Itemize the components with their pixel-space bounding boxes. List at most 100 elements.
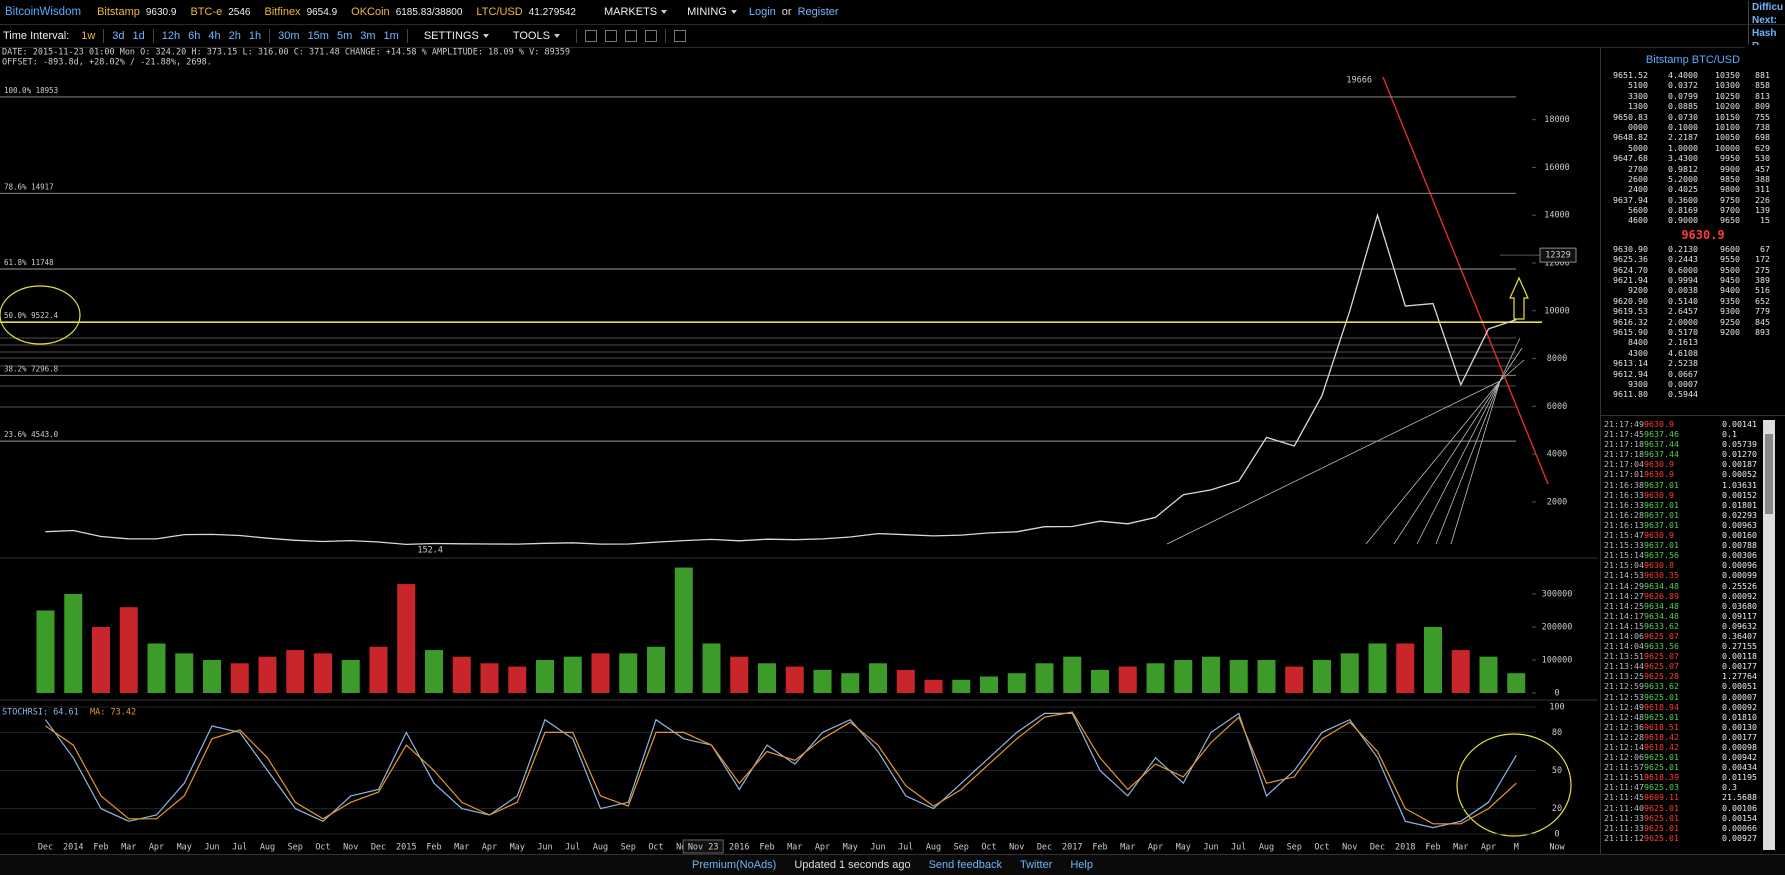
exchange-name[interactable]: Bitstamp	[97, 6, 140, 18]
order-cell: 10200	[1715, 101, 1740, 112]
order-cell: 2.2187	[1668, 132, 1698, 143]
interval-button[interactable]: 12h	[161, 30, 181, 42]
exchange-name[interactable]: BTC-e	[190, 6, 223, 18]
trade-amount: 0.00052	[1722, 469, 1757, 480]
order-cell: 9650	[1720, 215, 1740, 226]
scrollbar-thumb[interactable]	[1765, 434, 1773, 514]
trade-price: 9637.01	[1644, 519, 1679, 530]
trade-time: 21:14:04	[1604, 641, 1644, 652]
order-cell: 9200	[1628, 285, 1648, 296]
scrollbar[interactable]	[1763, 420, 1775, 850]
footer-item[interactable]: Premium(NoAds)	[692, 859, 777, 871]
trade-row: 21:12:49 9618.94 0.00092	[1601, 702, 1785, 712]
order-cell: 9900	[1720, 163, 1740, 174]
trade-row: 21:14:25 9634.48 0.03680	[1601, 601, 1785, 611]
network-info: Difficu Next: Hash R	[1748, 1, 1785, 45]
drawing-tool-icon[interactable]	[584, 30, 597, 42]
logo[interactable]: BitcoinWisdom	[5, 6, 82, 18]
drawing-line	[1450, 380, 1501, 545]
trade-price: 9634.48	[1644, 600, 1679, 611]
footer-item[interactable]: Help	[1070, 859, 1093, 871]
interval-button[interactable]: 3d	[112, 30, 125, 42]
order-cell: 881	[1755, 70, 1770, 80]
drawing-line	[1435, 380, 1501, 545]
order-cell: 0.6000	[1668, 264, 1698, 275]
order-cell: 2.5238	[1668, 358, 1698, 369]
ask-row: 5100 0.0372 10300 858	[1601, 80, 1785, 90]
trade-price: 9625.07	[1644, 651, 1679, 662]
trade-price: 9625.01	[1644, 762, 1679, 773]
register-link[interactable]: Register	[797, 6, 839, 18]
trade-time: 21:12:48	[1604, 711, 1644, 722]
trade-price: 9630.9	[1644, 489, 1674, 500]
x-tick-label: 2015	[396, 843, 416, 853]
interval-button[interactable]: 1m	[383, 30, 399, 42]
trade-price: 9625.01	[1644, 802, 1679, 813]
trade-amount: 0.02293	[1722, 509, 1757, 520]
order-cell: 9616.32	[1613, 316, 1648, 327]
interval-button[interactable]: 6h	[188, 30, 201, 42]
volume-bar	[1007, 673, 1026, 693]
order-cell: 0.4025	[1668, 184, 1698, 195]
exchange-name[interactable]: LTC/USD	[476, 6, 523, 18]
interval-button[interactable]: 15m	[307, 30, 329, 42]
ask-row: 2700 0.9812 9900 457	[1601, 164, 1785, 174]
order-cell: 10100	[1715, 121, 1740, 132]
footer-item[interactable]: Twitter	[1019, 859, 1053, 871]
trade-price: 9618.42	[1644, 731, 1679, 742]
order-cell: 779	[1755, 306, 1770, 317]
fib-extra-lines	[0, 337, 1516, 408]
trade-time: 21:14:06	[1604, 630, 1644, 641]
volume-bar	[480, 663, 499, 693]
interval-button[interactable]: 1w	[81, 30, 96, 42]
bid-row: 9620.90 0.5140 9350 652	[1601, 296, 1785, 306]
interval-button[interactable]: 5m	[336, 30, 353, 42]
footer-item[interactable]: Send feedback	[928, 859, 1002, 871]
bid-row: 4300 4.6108	[1601, 348, 1785, 358]
trade-row: 21:11:33 9625.01 0.00066	[1601, 823, 1785, 833]
trade-price: 9625.01	[1644, 832, 1679, 843]
settings-button[interactable]: SETTINGS	[424, 30, 489, 42]
x-tick-label: Nov	[1009, 843, 1024, 853]
trade-row: 21:15:14 9637.56 0.00306	[1601, 550, 1785, 560]
interval-button[interactable]: 1d	[132, 30, 145, 42]
volume-bar	[952, 679, 971, 693]
bid-row: 9615.90 0.5170 9200 893	[1601, 327, 1785, 337]
footer-item: Updated 1 seconds ago	[794, 859, 911, 871]
trade-price: 9637.01	[1644, 499, 1679, 510]
interval-button[interactable]: 4h	[208, 30, 221, 42]
order-cell: 5000	[1628, 142, 1648, 153]
exchange-name[interactable]: OKCoin	[351, 6, 390, 18]
volume-bar	[1035, 663, 1054, 693]
alert-icon[interactable]	[673, 30, 686, 42]
exchange-name[interactable]: Bitfinex	[264, 6, 301, 18]
order-cell: 0.1000	[1668, 121, 1698, 132]
trade-amount: 0.00141	[1722, 419, 1757, 429]
order-cell: 845	[1755, 316, 1770, 327]
login-link[interactable]: Login	[748, 6, 776, 18]
drawing-tool-icon[interactable]	[624, 30, 637, 42]
trade-time: 21:15:33	[1604, 540, 1644, 551]
drawing-tool-icon[interactable]	[604, 30, 617, 42]
exchange-price: 9654.9	[306, 6, 338, 18]
trade-amount: 0.3	[1722, 782, 1737, 793]
menu[interactable]: MINING	[687, 6, 737, 18]
tools-button[interactable]: TOOLS	[513, 30, 560, 42]
x-tick-label: Aug	[1259, 843, 1274, 853]
trade-row: 21:12:14 9618.42 0.00098	[1601, 742, 1785, 752]
dropdown-arrow	[482, 34, 489, 39]
separator	[152, 29, 154, 43]
x-tick-label: 2018	[1395, 843, 1415, 853]
trade-row: 21:16:13 9637.01 0.00963	[1601, 520, 1785, 530]
interval-button[interactable]: 1h	[248, 30, 262, 42]
menu[interactable]: MARKETS	[604, 6, 668, 18]
drawing-tool-icon[interactable]	[644, 30, 657, 42]
volume-bar	[1146, 663, 1165, 693]
order-cell: 139	[1755, 205, 1770, 216]
drawing-line	[1166, 380, 1501, 545]
interval-button[interactable]: 30m	[278, 30, 300, 42]
volume-bar	[785, 666, 804, 693]
volume-bar	[1451, 650, 1470, 693]
interval-button[interactable]: 3m	[360, 30, 376, 42]
interval-button[interactable]: 2h	[228, 30, 241, 42]
